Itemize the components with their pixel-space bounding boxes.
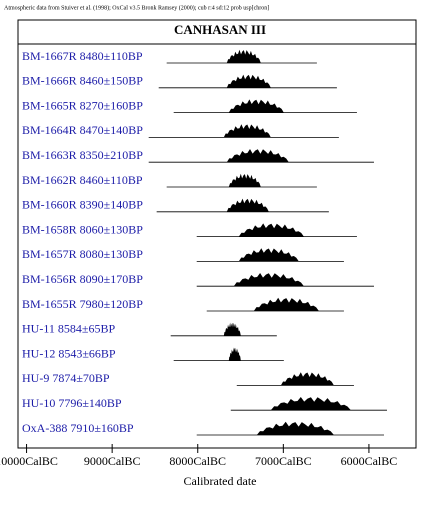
probability-hump bbox=[214, 49, 273, 63]
probability-hump bbox=[211, 74, 287, 88]
probability-hump bbox=[217, 248, 320, 262]
probability-hump bbox=[229, 421, 361, 435]
x-tick-label: 10000CalBC bbox=[0, 454, 58, 468]
row-label: BM-1666R 8460±150BP bbox=[22, 74, 143, 88]
probability-hump bbox=[231, 297, 342, 311]
probability-hump bbox=[216, 223, 327, 237]
row-label: BM-1662R 8460±110BP bbox=[22, 173, 143, 187]
probability-hump bbox=[209, 99, 304, 113]
row-label: BM-1667R 8480±110BP bbox=[22, 49, 143, 63]
probability-hump bbox=[217, 173, 273, 187]
x-tick-label: 8000CalBC bbox=[169, 454, 226, 468]
row-label: HU-9 7874±70BP bbox=[22, 371, 110, 385]
probability-hump bbox=[212, 198, 284, 212]
row-label: BM-1664R 8470±140BP bbox=[22, 123, 143, 137]
row-label: HU-11 8584±65BP bbox=[22, 322, 115, 336]
probability-hump bbox=[262, 372, 353, 386]
row-label: BM-1655R 7980±120BP bbox=[22, 297, 143, 311]
row-label: OxA-388 7910±160BP bbox=[22, 421, 134, 435]
row-label: BM-1656R 8090±170BP bbox=[22, 272, 143, 286]
row-label: HU-10 7796±140BP bbox=[22, 396, 122, 410]
probability-hump bbox=[209, 273, 329, 287]
row-label: BM-1663R 8350±210BP bbox=[22, 148, 143, 162]
probability-hump bbox=[217, 322, 247, 336]
row-label: BM-1660R 8390±140BP bbox=[22, 198, 143, 212]
row-label: BM-1658R 8060±130BP bbox=[22, 222, 143, 236]
plot-frame bbox=[17, 19, 417, 449]
x-tick-label: 9000CalBC bbox=[84, 454, 141, 468]
row-label: HU-12 8543±66BP bbox=[22, 346, 116, 360]
row-label: BM-1657R 8080±130BP bbox=[22, 247, 143, 261]
probability-hump bbox=[207, 124, 288, 138]
x-tick-label: 7000CalBC bbox=[255, 454, 312, 468]
row-label: BM-1665R 8270±160BP bbox=[22, 98, 143, 112]
note: Atmospheric data from Stuiver et al. (19… bbox=[4, 4, 269, 11]
chart-title: CANHASAN III bbox=[174, 22, 266, 37]
probability-hump bbox=[224, 347, 245, 361]
x-axis-title: Calibrated date bbox=[184, 474, 257, 488]
probability-hump bbox=[242, 397, 379, 411]
x-tick-label: 6000CalBC bbox=[341, 454, 398, 468]
probability-hump bbox=[205, 149, 311, 163]
